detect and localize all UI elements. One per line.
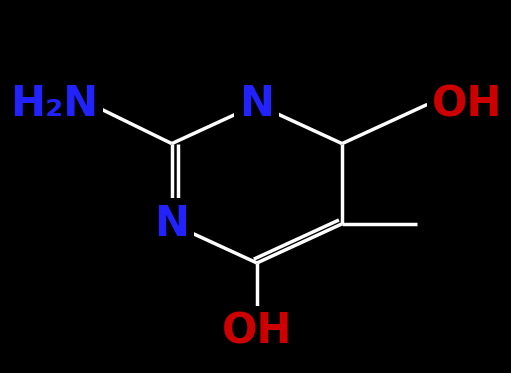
Text: N: N	[240, 84, 274, 125]
Text: N: N	[154, 203, 189, 245]
Text: OH: OH	[432, 84, 503, 125]
Text: H₂N: H₂N	[10, 84, 98, 125]
Text: OH: OH	[222, 311, 292, 353]
